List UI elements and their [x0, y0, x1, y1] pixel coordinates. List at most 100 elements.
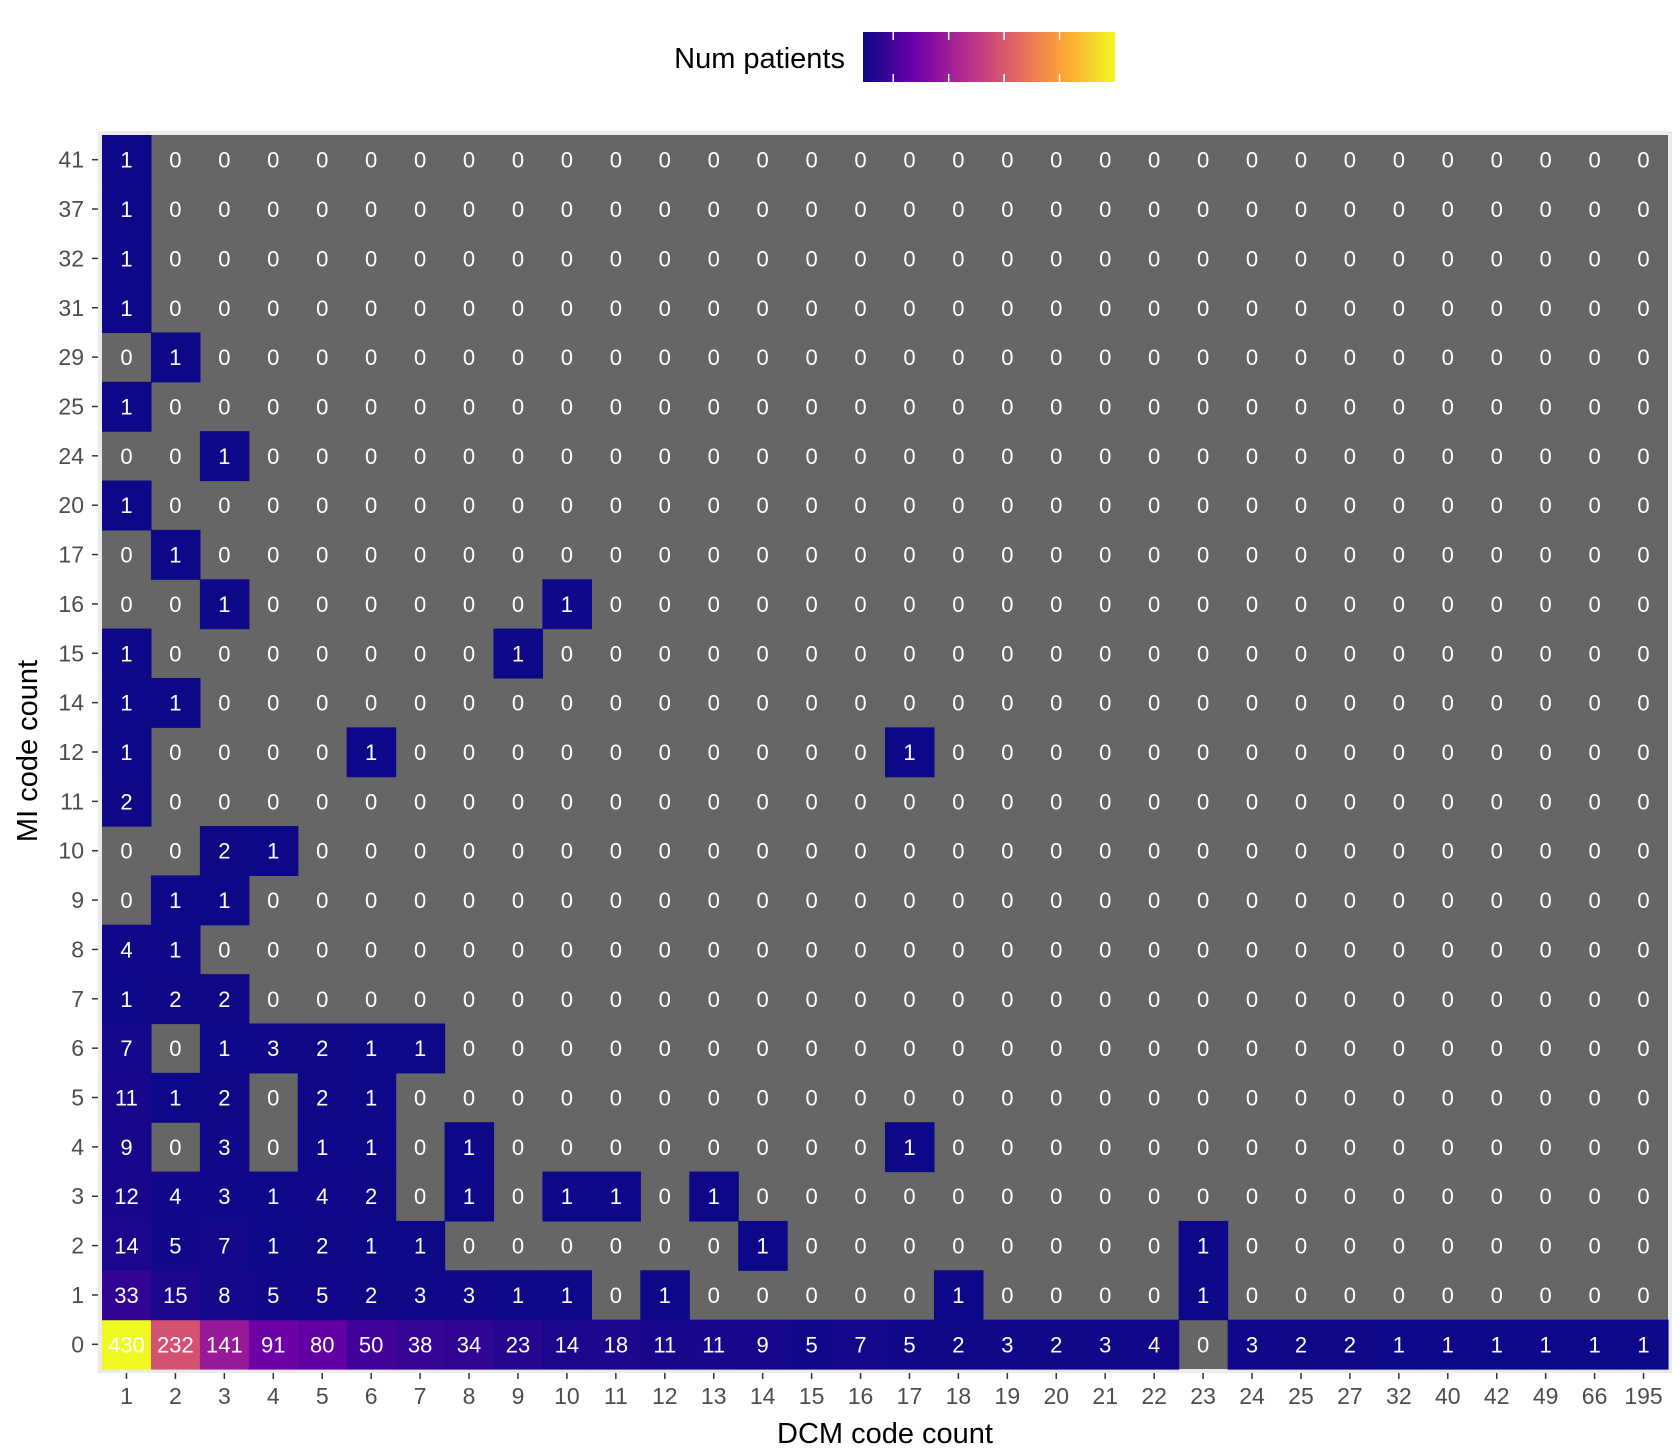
cell-value-label: 0 — [316, 987, 328, 1012]
cell-value-label: 0 — [952, 937, 964, 962]
cell-value-label: 0 — [512, 691, 524, 716]
cell-value-label: 0 — [1246, 246, 1258, 271]
cell-value-label: 3 — [267, 1036, 279, 1061]
cell-value-label: 0 — [1001, 197, 1013, 222]
cell-value-label: 0 — [903, 592, 915, 617]
cell-value-label: 0 — [1540, 543, 1552, 568]
cell-value-label: 0 — [463, 444, 475, 469]
cell-value-label: 0 — [1001, 1086, 1013, 1111]
cell-value-label: 0 — [365, 691, 377, 716]
cell-value-label: 0 — [120, 345, 132, 370]
cell-value-label: 1 — [512, 641, 524, 666]
cell-value-label: 0 — [1344, 789, 1356, 814]
cell-value-label: 0 — [316, 592, 328, 617]
cell-value-label: 0 — [1148, 1283, 1160, 1308]
cell-value-label: 0 — [805, 888, 817, 913]
cell-value-label: 0 — [512, 937, 524, 962]
cell-value-label: 0 — [561, 691, 573, 716]
cell-value-label: 0 — [1099, 1234, 1111, 1259]
y-tick-label: 31 — [58, 295, 84, 321]
cell-value-label: 0 — [854, 1234, 866, 1259]
heatmap-cell — [1619, 1319, 1669, 1370]
heatmap-cell — [102, 1072, 152, 1123]
cell-value-label: 0 — [316, 937, 328, 962]
cell-value-label: 0 — [512, 1184, 524, 1209]
y-tick-label: 1 — [71, 1282, 84, 1308]
heatmap-cell — [542, 579, 592, 630]
cell-value-label: 0 — [952, 1135, 964, 1160]
cell-value-label: 0 — [1491, 839, 1503, 864]
cell-value-label: 0 — [659, 691, 671, 716]
cell-value-label: 0 — [365, 246, 377, 271]
cell-value-label: 0 — [952, 641, 964, 666]
heatmap-cell — [1325, 1319, 1375, 1370]
cell-value-label: 0 — [903, 444, 915, 469]
cell-value-label: 0 — [805, 1184, 817, 1209]
cell-value-label: 0 — [414, 394, 426, 419]
cell-value-label: 0 — [1393, 641, 1405, 666]
cell-value-label: 0 — [267, 197, 279, 222]
cell-value-label: 0 — [1588, 1086, 1600, 1111]
cell-value-label: 0 — [659, 148, 671, 173]
cell-value-label: 0 — [952, 789, 964, 814]
cell-value-label: 0 — [1050, 1135, 1062, 1160]
cell-value-label: 0 — [1148, 888, 1160, 913]
cell-value-label: 0 — [1393, 1086, 1405, 1111]
heatmap-cell — [542, 1319, 592, 1370]
x-axis-title: DCM code count — [777, 1418, 993, 1450]
cell-value-label: 0 — [1637, 148, 1649, 173]
cell-value-label: 0 — [610, 1036, 622, 1061]
cell-value-label: 0 — [610, 148, 622, 173]
cell-value-label: 0 — [1197, 543, 1209, 568]
cell-value-label: 0 — [659, 197, 671, 222]
y-tick-label: 24 — [58, 443, 84, 469]
cell-value-label: 0 — [120, 444, 132, 469]
cell-value-label: 0 — [1050, 1184, 1062, 1209]
cell-value-label: 0 — [610, 246, 622, 271]
cell-value-label: 0 — [169, 197, 181, 222]
cell-value-label: 1 — [1491, 1332, 1503, 1357]
y-tick-label: 12 — [58, 739, 84, 765]
cell-value-label: 0 — [903, 937, 915, 962]
x-tick-label: 16 — [848, 1383, 874, 1409]
cell-value-label: 0 — [1393, 345, 1405, 370]
cell-value-label: 0 — [1246, 937, 1258, 962]
cell-value-label: 0 — [952, 987, 964, 1012]
cell-value-label: 0 — [1588, 1184, 1600, 1209]
cell-value-label: 0 — [1393, 839, 1405, 864]
cell-value-label: 0 — [1295, 888, 1307, 913]
cell-value-label: 0 — [1197, 444, 1209, 469]
cell-value-label: 0 — [854, 543, 866, 568]
cell-value-label: 0 — [1491, 345, 1503, 370]
cell-value-label: 0 — [1099, 148, 1111, 173]
heatmap-cell — [982, 1319, 1033, 1370]
cell-value-label: 0 — [463, 592, 475, 617]
y-tick-label: 37 — [58, 196, 84, 222]
heatmap-cell — [199, 1270, 250, 1321]
cell-value-label: 0 — [1295, 394, 1307, 419]
cell-value-label: 0 — [1637, 444, 1649, 469]
cell-value-label: 1 — [463, 1135, 475, 1160]
heatmap-cell — [102, 480, 152, 531]
cell-value-label: 0 — [561, 1234, 573, 1259]
cell-value-label: 0 — [854, 345, 866, 370]
cell-value-label: 0 — [903, 1184, 915, 1209]
cell-value-label: 0 — [805, 296, 817, 321]
cell-value-label: 0 — [1099, 1184, 1111, 1209]
cell-value-label: 0 — [952, 1086, 964, 1111]
cell-value-label: 0 — [854, 197, 866, 222]
cell-value-label: 0 — [1001, 543, 1013, 568]
cell-value-label: 0 — [659, 444, 671, 469]
heatmap-cell — [150, 1270, 201, 1321]
cell-value-label: 0 — [952, 1234, 964, 1259]
cell-value-label: 0 — [708, 1135, 720, 1160]
heatmap-cell — [1129, 1319, 1180, 1370]
cell-value-label: 1 — [414, 1036, 426, 1061]
cell-value-label: 0 — [757, 839, 769, 864]
x-tick-label: 20 — [1043, 1383, 1069, 1409]
cell-value-label: 0 — [1295, 246, 1307, 271]
heatmap-cell — [346, 727, 397, 778]
cell-value-label: 0 — [1050, 1283, 1062, 1308]
cell-value-label: 0 — [610, 937, 622, 962]
